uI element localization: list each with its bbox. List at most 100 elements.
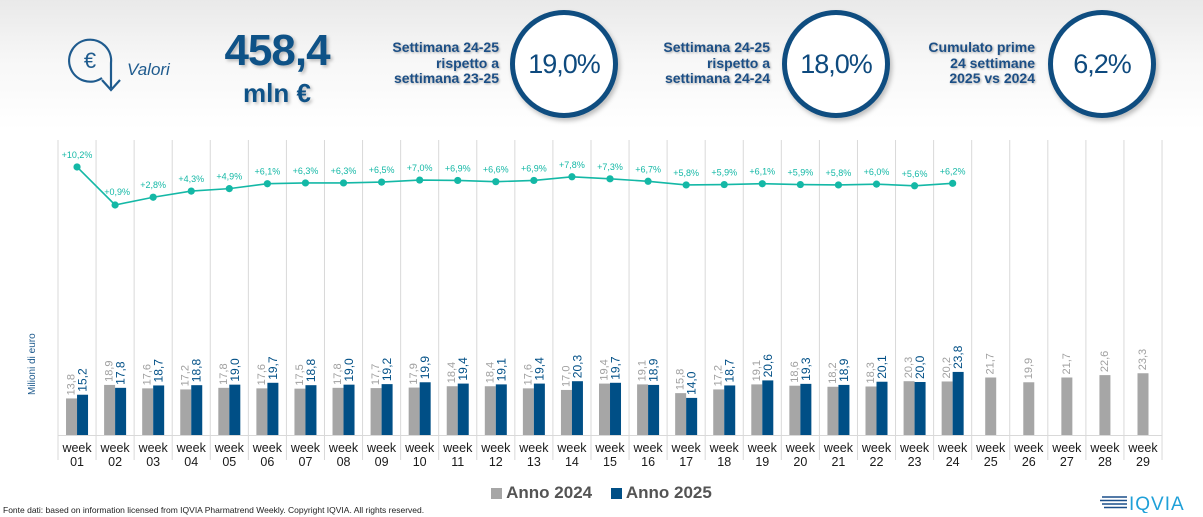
total-value: 458,4 [224, 26, 330, 75]
x-tick-label: week [214, 441, 245, 455]
bar-2025 [191, 385, 203, 435]
bar-2025 [343, 384, 355, 435]
bar-label-2024: 18,4 [484, 362, 496, 383]
kpi-3-value: 6,2% [1048, 10, 1156, 118]
bar-2025 [533, 383, 545, 435]
x-tick-label: week [61, 441, 92, 455]
line-point [530, 176, 538, 185]
bar-2025 [229, 384, 241, 435]
bar-2024 [675, 393, 687, 435]
bar-2024 [370, 388, 382, 435]
total-unit: mln € [243, 78, 311, 108]
bar-2024 [560, 389, 572, 435]
x-tick-label-number: 20 [793, 455, 807, 469]
line-point [301, 179, 310, 187]
bar-label-2025: 19,7 [266, 356, 280, 380]
bar-2025 [610, 382, 622, 435]
line-point-label: +6,9% [445, 163, 471, 173]
bar-label-2025: 19,7 [609, 356, 623, 380]
bar-2025 [648, 384, 660, 435]
bar-2024 [1061, 377, 1073, 435]
bar-2024 [751, 384, 763, 435]
line-point [644, 177, 652, 185]
line-point-label: +6,3% [331, 166, 357, 176]
x-tick-label: week [899, 441, 930, 455]
x-tick-label: week [1089, 441, 1120, 455]
logo-text: IQVIA [1129, 494, 1185, 513]
x-tick-label: week [404, 441, 435, 455]
iqvia-logo: IQVIA [1100, 494, 1185, 513]
x-tick-label-number: 26 [1022, 455, 1036, 469]
euro-down-arrow-icon: € [68, 38, 121, 92]
line-point [187, 187, 195, 195]
x-tick-label: week [671, 441, 702, 455]
x-tick-label-number: 12 [489, 455, 503, 469]
x-tick-label-number: 08 [337, 455, 351, 469]
bar-label-2025: 20,6 [761, 354, 775, 378]
x-tick-label: week [594, 441, 625, 455]
bar-label-2024: 22,6 [1099, 351, 1111, 372]
x-tick-label: week [556, 441, 587, 455]
bar-label-2024: 17,0 [560, 366, 572, 387]
x-tick-label: week [176, 441, 207, 455]
bar-label-2024: 17,7 [370, 364, 382, 385]
line-point-label: +6,5% [369, 165, 395, 175]
bar-label-2025: 20,0 [913, 355, 927, 379]
bar-label-2025: 17,8 [114, 361, 128, 385]
bar-label-2025: 18,8 [190, 358, 204, 382]
x-tick-label-number: 09 [375, 455, 389, 469]
bar-2025 [800, 383, 812, 435]
x-tick-label-number: 07 [299, 455, 313, 469]
bar-label-2024: 18,2 [827, 362, 839, 383]
kpi-2-value: 18,0% [782, 10, 890, 118]
bar-2024 [408, 387, 420, 435]
bar-label-2025: 19,4 [532, 357, 546, 381]
x-tick-label-number: 28 [1098, 455, 1112, 469]
line-point [111, 201, 119, 209]
bar-2024 [484, 386, 496, 435]
bar-label-2025: 20,1 [875, 355, 889, 379]
bar-label-2024: 17,9 [408, 363, 420, 384]
x-tick-label-number: 27 [1060, 455, 1074, 469]
x-tick-label-number: 29 [1136, 455, 1150, 469]
bar-2024 [985, 377, 997, 435]
bar-label-2024: 20,2 [941, 357, 953, 378]
kpi-2-label: Settimana 24-25 rispetto a settimana 24-… [663, 39, 770, 86]
bar-label-2024: 21,7 [985, 353, 997, 374]
bar-label-2024: 19,9 [1023, 358, 1035, 379]
bar-2024 [446, 386, 458, 435]
bar-2024 [865, 386, 877, 435]
bar-label-2024: 18,6 [789, 361, 801, 382]
x-tick-label: week [518, 441, 549, 455]
line-point-label: +4,3% [178, 174, 204, 184]
bar-label-2025: 23,8 [951, 345, 965, 369]
x-tick-label: week [785, 441, 816, 455]
bar-label-2024: 19,1 [751, 360, 763, 381]
bar-label-2025: 19,0 [342, 358, 356, 382]
line-point-label: +5,6% [902, 169, 928, 179]
bar-2024 [294, 388, 306, 435]
bar-2025 [77, 394, 89, 435]
line-point [263, 180, 271, 188]
line-point-label: +5,9% [787, 168, 813, 178]
bar-label-2024: 17,2 [713, 365, 725, 386]
line-point-label: +5,9% [711, 168, 737, 178]
line-point-label: +6,9% [521, 163, 547, 173]
line-point [568, 173, 576, 181]
kpi-1-value: 19,0% [510, 10, 618, 118]
legend: Anno 2024 Anno 2025 [0, 483, 1203, 504]
header: € Valori 458,4 mln € Settimana 24-25 ris… [0, 0, 1203, 130]
line-point-label: +2,8% [140, 180, 166, 190]
bar-2024 [142, 388, 154, 435]
x-tick-label: week [747, 441, 778, 455]
bar-label-2024: 15,8 [675, 369, 687, 390]
bar-2024 [827, 386, 839, 435]
line-point-label: +5,8% [673, 168, 699, 178]
bar-2024 [789, 385, 801, 435]
bar-label-2025: 19,3 [799, 357, 813, 381]
bar-2024 [903, 381, 915, 435]
x-tick-label-number: 25 [984, 455, 998, 469]
legend-item-2025: Anno 2025 [610, 483, 712, 503]
line-point-label: +7,3% [597, 162, 623, 172]
line-point-label: +6,1% [749, 167, 775, 177]
